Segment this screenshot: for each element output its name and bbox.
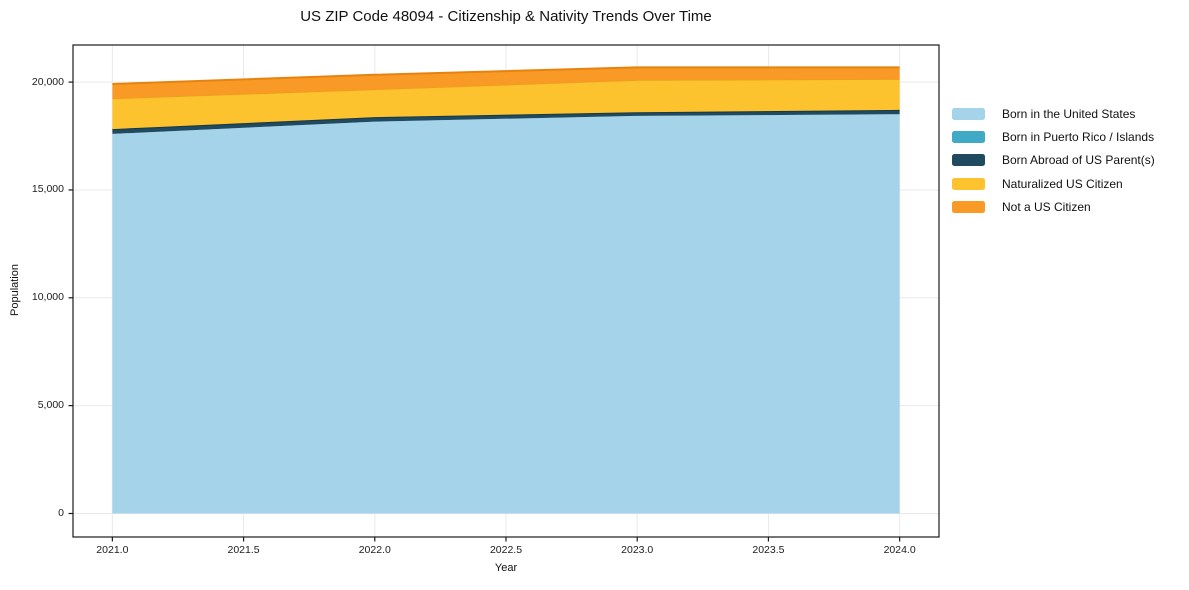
legend-item-label: Not a US Citizen: [1002, 200, 1091, 215]
x-tick-label: 2022.5: [489, 544, 523, 556]
y-tick-label: 0: [58, 506, 64, 519]
x-tick-label: 2021.0: [96, 544, 129, 556]
y-tick-label: 20,000: [31, 75, 64, 88]
x-tick-label: 2023.0: [621, 544, 654, 556]
y-tick-label: 10,000: [31, 291, 64, 304]
legend-item: Born in Puerto Rico / Islands: [952, 125, 1155, 148]
x-tick-label: 2021.5: [227, 544, 260, 556]
legend-swatch: [952, 201, 985, 214]
x-tick-label: 2024.0: [883, 544, 916, 556]
area-layer: [112, 114, 900, 514]
legend-swatch: [952, 177, 985, 190]
y-tick-label: 15,000: [31, 183, 64, 196]
x-tick-label: 2022.0: [358, 544, 391, 556]
legend-item-label: Born Abroad of US Parent(s): [1002, 153, 1155, 168]
legend-item: Born Abroad of US Parent(s): [952, 149, 1155, 172]
x-axis-label: Year: [494, 562, 518, 574]
chart-title: US ZIP Code 48094 - Citizenship & Nativi…: [300, 8, 712, 25]
legend-item: Born in the United States: [952, 102, 1155, 125]
legend: Born in the United States Born in Puerto …: [952, 102, 1155, 219]
legend-swatch: [952, 107, 985, 120]
legend-swatch: [952, 154, 985, 167]
legend-item: Not a US Citizen: [952, 196, 1155, 219]
area-edge: [112, 66, 900, 85]
y-tick-label: 5,000: [37, 399, 64, 412]
area-layer: [112, 67, 900, 99]
legend-item-label: Born in the United States: [1002, 106, 1136, 121]
y-axis-label: Population: [9, 264, 21, 316]
legend-item-label: Naturalized US Citizen: [1002, 176, 1123, 191]
legend-item: Naturalized US Citizen: [952, 172, 1155, 195]
x-tick-label: 2023.5: [752, 544, 785, 556]
legend-item-label: Born in Puerto Rico / Islands: [1002, 130, 1155, 145]
legend-swatch: [952, 131, 985, 144]
